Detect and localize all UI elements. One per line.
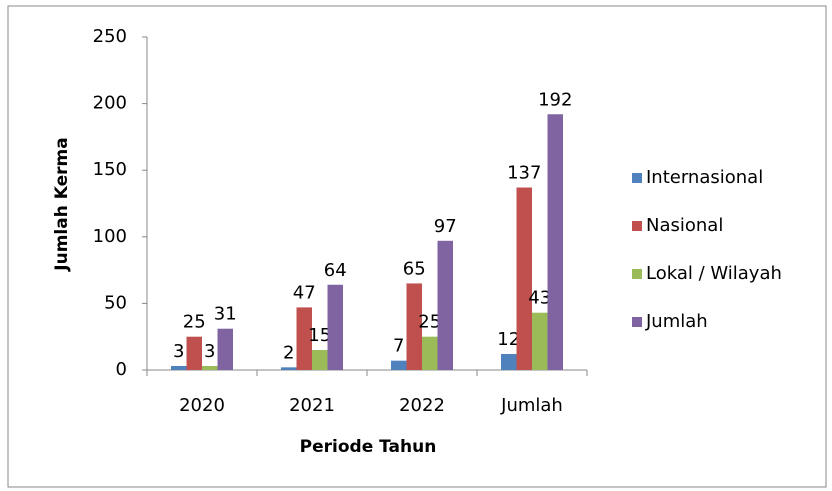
legend-label: Lokal / Wilayah — [646, 263, 782, 284]
bar — [532, 312, 548, 370]
legend-label: Jumlah — [645, 311, 708, 332]
legend-swatch — [632, 269, 642, 279]
bar — [217, 328, 233, 370]
data-label: 192 — [538, 89, 572, 110]
legend-swatch — [632, 173, 642, 183]
data-label: 97 — [434, 216, 457, 237]
bar — [547, 114, 563, 370]
y-tick-label: 200 — [93, 93, 127, 114]
bar — [296, 307, 312, 370]
data-label: 15 — [308, 325, 331, 346]
bar — [437, 240, 453, 370]
chart-frame — [7, 5, 827, 488]
x-tick-label: 2021 — [289, 395, 335, 416]
x-tick-label: Jumlah — [500, 395, 563, 416]
bar — [171, 366, 187, 370]
legend-swatch — [632, 221, 642, 231]
bar — [406, 283, 422, 370]
x-tick-label: 2020 — [179, 395, 225, 416]
bar — [516, 187, 532, 370]
y-tick-label: 50 — [104, 292, 127, 313]
y-tick-label: 0 — [116, 359, 127, 380]
y-tick-label: 150 — [93, 159, 127, 180]
bar — [312, 350, 328, 370]
bar — [186, 336, 202, 370]
data-label: 64 — [324, 260, 347, 281]
data-label: 3 — [204, 341, 215, 362]
data-label: 3 — [173, 341, 184, 362]
bar — [202, 366, 218, 370]
y-tick-label: 250 — [93, 26, 127, 47]
data-label: 12 — [497, 329, 520, 350]
data-label: 31 — [214, 304, 237, 325]
bar — [281, 367, 297, 370]
legend-label: Internasional — [646, 167, 763, 188]
data-label: 43 — [528, 288, 551, 309]
data-label: 25 — [418, 312, 441, 333]
y-tick-label: 100 — [93, 226, 127, 247]
data-label: 7 — [393, 336, 404, 357]
legend-label: Nasional — [646, 215, 723, 236]
bar — [327, 284, 343, 370]
data-label: 65 — [403, 258, 426, 279]
data-label: 47 — [293, 282, 316, 303]
data-label: 25 — [183, 312, 206, 333]
legend-swatch — [632, 317, 642, 327]
bar — [501, 354, 517, 370]
bar — [391, 360, 407, 370]
data-label: 137 — [507, 163, 541, 184]
data-label: 2 — [283, 342, 294, 363]
y-axis-title: Jumlah Kerma — [52, 137, 72, 271]
x-tick-label: 2022 — [399, 395, 445, 416]
bar — [422, 336, 438, 370]
x-axis-title: Periode Tahun — [300, 437, 437, 457]
